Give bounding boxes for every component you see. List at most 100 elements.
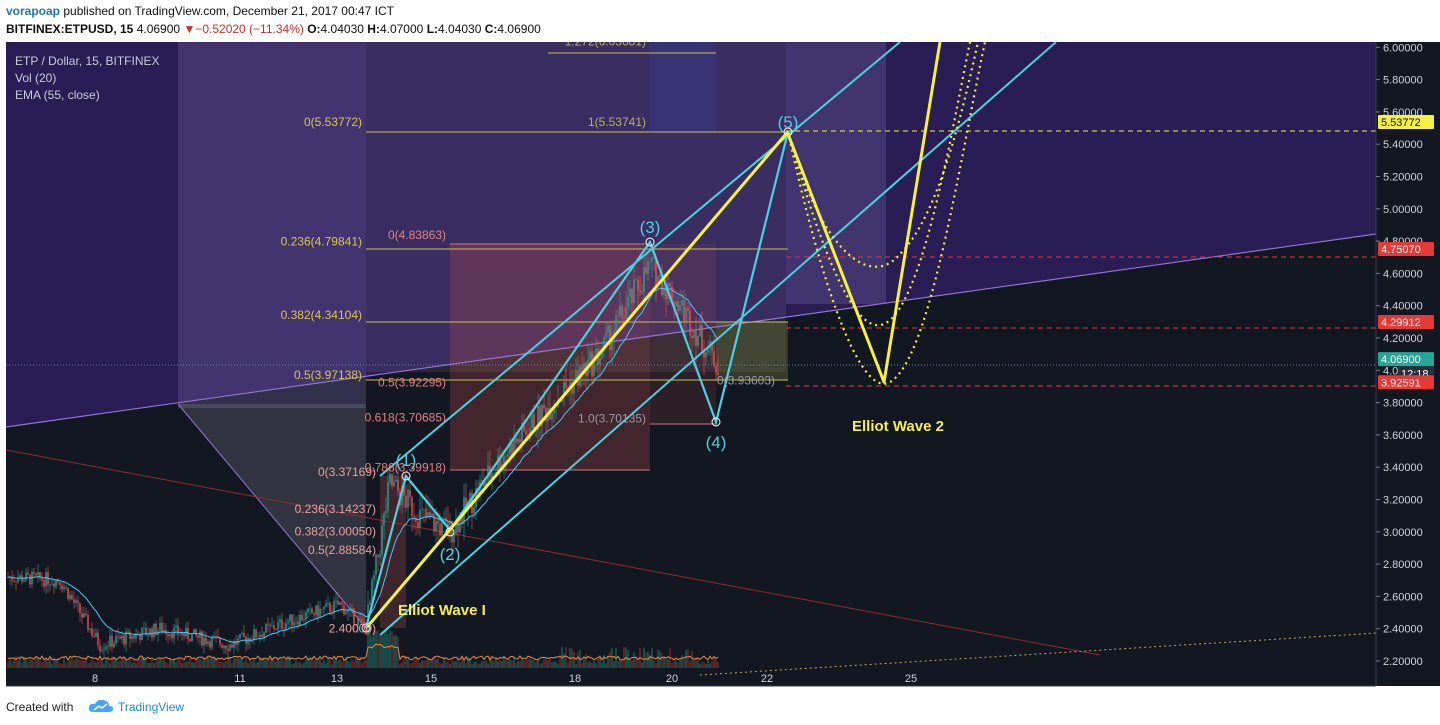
candle-body [289,614,291,622]
volume-bar [513,656,515,668]
volume-bar [331,663,333,668]
candle-body [147,634,149,636]
candle-body [677,301,679,312]
candle-body [115,636,117,644]
volume-bar [39,661,41,668]
wave-label: (1) [396,451,417,470]
volume-bar [265,659,267,668]
volume-bar [715,659,717,668]
volume-bar [449,663,451,668]
candle-body [229,644,231,651]
volume-bar [531,659,533,668]
candle-body [681,300,683,306]
candle-body [405,495,407,508]
candle-body [621,305,623,318]
volume-bar [525,660,527,668]
candle-body [113,643,115,647]
volume-bar [33,661,35,668]
purple-zone-upper [6,42,1376,427]
candle-body [635,279,637,281]
author-link[interactable]: vorapoap [6,4,61,18]
legend-title[interactable]: ETP / Dollar, 15, BITFINEX [15,54,160,68]
volume-bar [215,659,217,668]
candle-body [301,614,303,621]
candle-body [81,613,83,618]
volume-bar [241,657,243,668]
candle-body [401,485,403,506]
volume-bar [643,647,645,668]
volume-bar [383,631,385,668]
volume-bar [497,661,499,668]
volume-bar [547,660,549,668]
volume-bar [675,660,677,668]
wave3-fib-box [450,244,650,470]
volume-bar [385,630,387,668]
candle-body [341,602,343,605]
volume-bar [573,652,575,668]
candle-body [199,631,201,638]
volume-bar [489,656,491,668]
candle-body [437,520,439,525]
volume-bar [65,663,67,668]
candle-body [411,497,413,517]
candle-body [665,287,667,300]
candle-body [313,613,315,616]
high-label: H: [367,22,380,36]
volume-bar [555,662,557,668]
volume-bar [291,663,293,668]
symbol-label: BITFINEX:ETPUSD, 15 [6,22,134,36]
candle-body [77,600,79,604]
candle-body [377,554,379,558]
volume-bar [623,647,625,668]
candle-body [83,613,85,618]
volume-bar [347,661,349,668]
candle-body [19,575,21,579]
volume-bar [391,631,393,668]
candle-body [277,622,279,630]
candle-body [647,261,649,274]
candle-body [159,623,161,631]
candle-body [615,315,617,331]
tradingview-link[interactable]: TradingView [118,700,185,714]
volume-bar [305,660,307,668]
close-label: C: [484,22,498,36]
volume-bar [201,659,203,668]
volume-bar [417,659,419,668]
candle-body [669,283,671,287]
volume-bar [687,649,689,668]
candle-body [423,508,425,510]
volume-bar [393,635,395,668]
volume-bar [707,658,709,668]
candle-body [491,473,493,479]
volume-bar [665,658,667,668]
volume-bar [121,659,123,668]
volume-bar [617,661,619,668]
candle-body [33,571,35,574]
volume-bar [269,658,271,668]
yellow-dotted-curves [786,42,987,385]
volume-bar [233,658,235,668]
volume-bar [483,661,485,668]
candle-body [479,482,481,497]
volume-bar [197,658,199,668]
volume-bar [485,660,487,668]
volume-bar [279,660,281,668]
volume-bar [519,661,521,668]
volume-bar [431,658,433,668]
volume-bar [311,657,313,668]
change-value: −0.52020 (−11.34%) [195,22,304,36]
volume-bar [229,656,231,668]
fib-label: 0.382(3.00050) [295,525,376,539]
volume-bar [567,662,569,668]
y-tick-label: 5.40000 [1383,139,1423,151]
volume-bar [301,663,303,668]
legend-ema[interactable]: EMA (55, close) [15,88,100,102]
candle-body [573,379,575,394]
volume-bar [653,660,655,668]
legend-volume[interactable]: Vol (20) [15,71,57,85]
candle-body [407,489,409,508]
candle-body [105,646,107,650]
candle-body [337,600,339,605]
candle-body [359,618,361,620]
